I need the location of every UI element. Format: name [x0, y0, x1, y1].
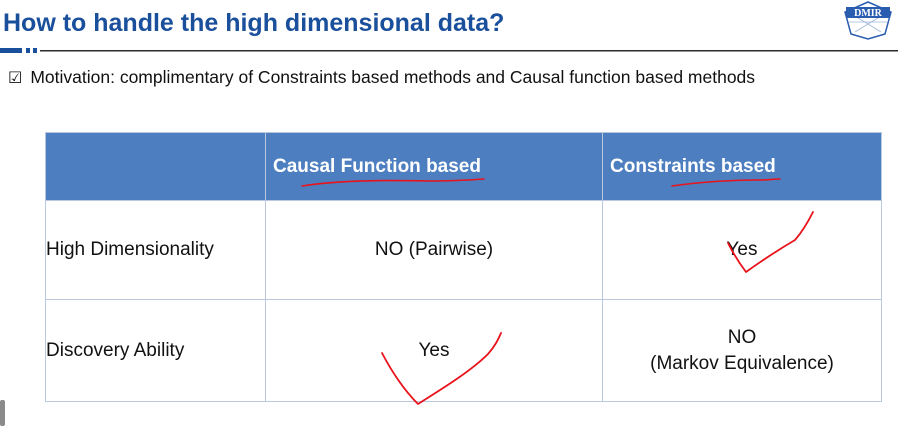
header-causal-function: Causal Function based: [265, 132, 603, 201]
cell-constraints-no: NO: [727, 326, 757, 348]
motivation-line: ☑ Motivation: complimentary of Constraint…: [8, 67, 755, 88]
cell-constraints-markov: (Markov Equivalence): [650, 352, 834, 374]
dmir-logo: DMIR: [844, 1, 892, 40]
row-label-discovery-ability: Discovery Ability: [45, 299, 266, 402]
table-header-row: Causal Function based Constraints based: [45, 132, 882, 201]
row-label-high-dimensionality: High Dimensionality: [45, 200, 266, 300]
table-row: High Dimensionality NO (Pairwise) Yes: [45, 200, 882, 300]
comparison-table: Causal Function based Constraints based …: [45, 132, 882, 402]
header-cell-empty: [45, 132, 266, 201]
cell-constraints-high-dimensionality: Yes: [602, 200, 882, 300]
cell-causal-high-dimensionality: NO (Pairwise): [265, 200, 603, 300]
title-underline: [0, 48, 898, 53]
side-scroll-handle[interactable]: [0, 400, 5, 426]
motivation-text: Motivation: complimentary of Constraints…: [30, 67, 756, 87]
top-corner-text: ○: [2, 0, 9, 3]
checkbox-checked-icon: ☑: [8, 68, 23, 87]
logo-text: DMIR: [854, 8, 883, 19]
slide-title: How to handle the high dimensional data?: [3, 9, 505, 37]
cell-constraints-discovery-ability: NO (Markov Equivalence): [602, 299, 882, 402]
header-constraints: Constraints based: [602, 132, 882, 201]
table-row: Discovery Ability Yes NO (Markov Equivale…: [45, 299, 882, 402]
cell-causal-discovery-ability: Yes: [265, 299, 603, 402]
